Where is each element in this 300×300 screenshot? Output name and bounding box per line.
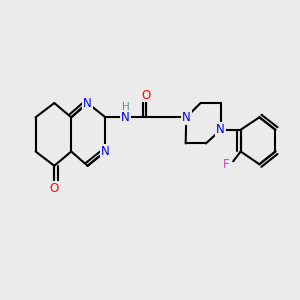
Text: O: O bbox=[50, 182, 59, 194]
Text: N: N bbox=[101, 145, 110, 158]
Text: O: O bbox=[142, 88, 151, 101]
Text: F: F bbox=[223, 158, 229, 171]
Text: N: N bbox=[182, 111, 190, 124]
Text: N: N bbox=[83, 97, 92, 110]
Text: N: N bbox=[216, 123, 225, 136]
Text: H: H bbox=[122, 102, 130, 112]
Text: N: N bbox=[121, 111, 130, 124]
